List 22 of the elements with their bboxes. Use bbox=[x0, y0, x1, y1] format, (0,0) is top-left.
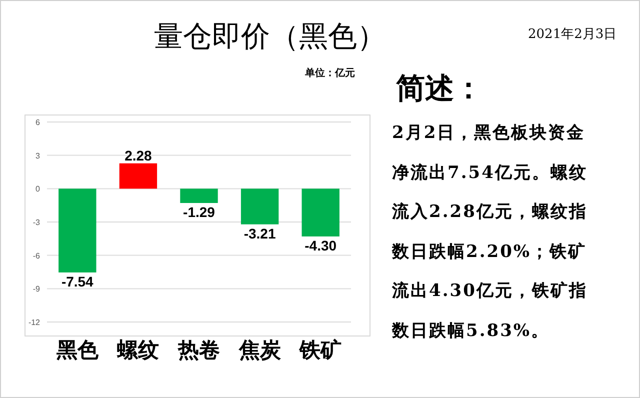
y-tick-label: -6 bbox=[32, 251, 41, 260]
x-tick-label: 螺纹 bbox=[116, 337, 160, 362]
data-label: -4.30 bbox=[304, 237, 337, 254]
y-tick-label: 6 bbox=[36, 118, 41, 127]
x-tick-label: 热卷 bbox=[177, 337, 220, 362]
y-tick-label: -9 bbox=[32, 284, 41, 294]
x-tick-label: 黑色 bbox=[55, 337, 100, 362]
text: 2月2日，黑色板块资金净流出7.54亿元。螺纹流入2.28亿元，螺纹指数日跌幅2.20%；铁矿流出4.30亿元，铁矿指数日跌幅5.83%。 bbox=[392, 122, 588, 342]
data-label: -7.54 bbox=[61, 273, 94, 290]
y-tick-label: -12 bbox=[28, 318, 41, 327]
text: 2021年2月3日 bbox=[528, 27, 617, 42]
y-tick-label: -3 bbox=[32, 218, 41, 227]
data-label: 2.28 bbox=[124, 147, 152, 164]
y-tick-label: 3 bbox=[36, 151, 41, 160]
x-tick-label: 铁矿 bbox=[298, 337, 342, 362]
chart-title: 量仓即价（黑色） bbox=[154, 19, 386, 53]
chart-subtitle: 单位：亿元 bbox=[304, 67, 355, 79]
x-tick-label: 焦炭 bbox=[238, 337, 282, 362]
data-label: -3.21 bbox=[244, 225, 276, 242]
text: 简述： bbox=[395, 71, 483, 105]
data-label: -1.29 bbox=[183, 204, 216, 220]
y-tick-label: 0 bbox=[36, 184, 41, 194]
